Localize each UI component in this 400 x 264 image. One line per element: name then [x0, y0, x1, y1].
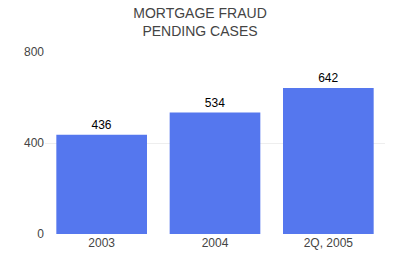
svg-text:0: 0	[37, 227, 44, 241]
svg-text:436: 436	[91, 118, 111, 132]
svg-text:642: 642	[318, 71, 338, 85]
svg-text:2003: 2003	[88, 236, 115, 250]
svg-text:2Q, 2005: 2Q, 2005	[304, 236, 354, 250]
svg-text:534: 534	[205, 96, 225, 110]
svg-text:MORTGAGE FRAUDPENDING CASES: MORTGAGE FRAUDPENDING CASES	[133, 5, 267, 39]
svg-text:400: 400	[24, 136, 44, 150]
svg-text:800: 800	[24, 45, 44, 59]
svg-text:2004: 2004	[202, 236, 229, 250]
